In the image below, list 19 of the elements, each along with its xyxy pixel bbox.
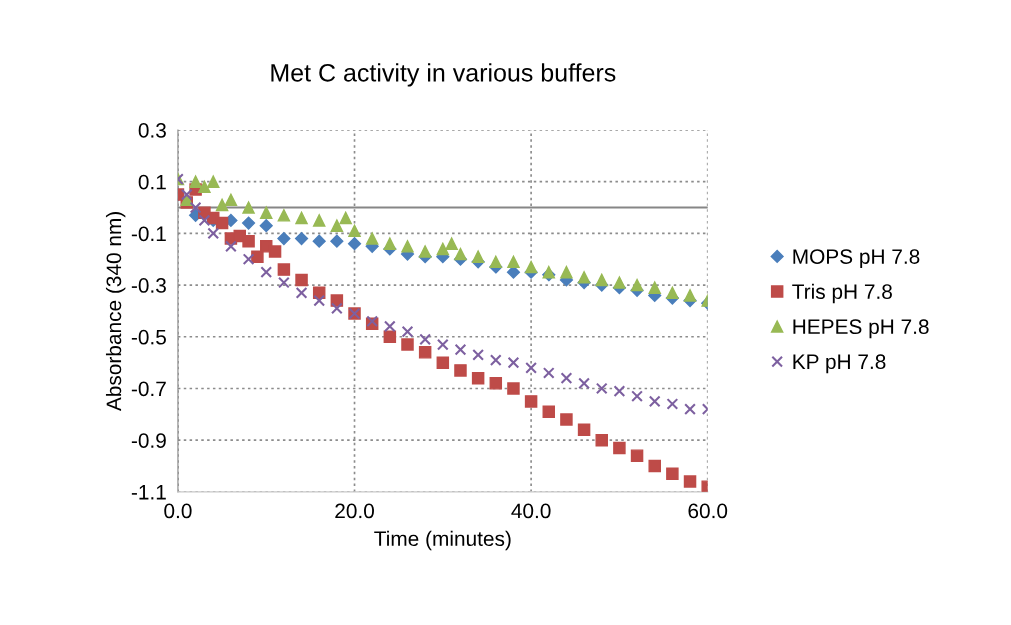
legend-label: Tris pH 7.8 [792, 283, 892, 304]
legend-label: MOPS pH 7.8 [793, 249, 920, 269]
y-tick-label: -1.1 [131, 485, 166, 500]
y-tick-label: -0.3 [131, 278, 166, 293]
y-tick-label: -0.7 [131, 381, 166, 397]
y-tick-label: 0.1 [138, 174, 166, 190]
chart-title: Met C activity in various buffers [271, 63, 616, 87]
x-tick-label: 0.0 [164, 503, 192, 519]
x-tick-label: 20.0 [335, 503, 374, 519]
x-tick-label: 40.0 [511, 503, 551, 519]
x-tick-label: 60.0 [688, 503, 728, 519]
x-axis-title: Time (minutes) [374, 530, 511, 551]
y-tick-label: 0.3 [138, 123, 166, 138]
legend-label: KP pH 7.8 [793, 354, 886, 374]
y-tick-label: -0.9 [131, 433, 166, 448]
legend-label: HEPES pH 7.8 [793, 319, 929, 339]
y-tick-label: -0.1 [131, 226, 166, 242]
y-axis-title: Absorbance (340 nm) [105, 212, 126, 412]
y-tick-label: -0.5 [131, 329, 166, 345]
